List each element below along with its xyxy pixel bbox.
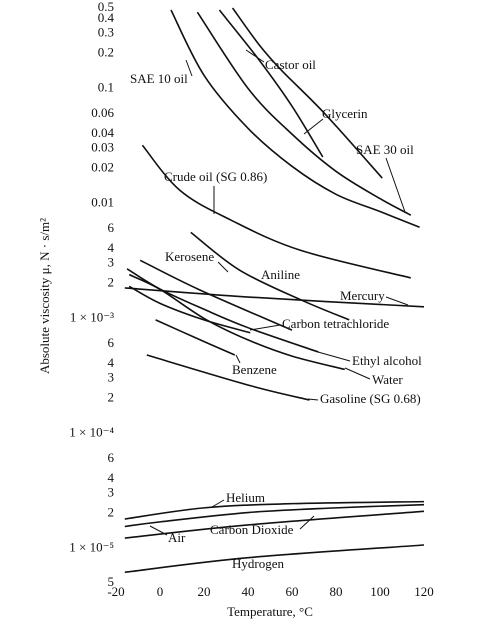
x-tick-label: 80: [330, 584, 343, 599]
leader-line: [303, 118, 324, 135]
y-tick-label: 0.3: [98, 24, 114, 39]
y-tick-label: 3: [108, 254, 115, 269]
x-tick-label: 40: [242, 584, 255, 599]
curve-label: Kerosene: [165, 249, 214, 264]
leader-line: [185, 59, 193, 77]
y-tick-label: 6: [108, 450, 115, 465]
x-tick-label: 0: [157, 584, 164, 599]
curve: [218, 9, 324, 158]
y-tick-label: 3: [108, 484, 115, 499]
leader-line: [385, 296, 409, 306]
curve-label: Aniline: [261, 267, 300, 282]
leader-line: [344, 367, 371, 380]
y-tick-label: 2: [108, 505, 115, 520]
curve: [128, 285, 251, 334]
leader-line: [235, 354, 241, 364]
curve-label: SAE 10 oil: [130, 71, 188, 86]
y-tick-label: 1 × 10⁻³: [70, 309, 114, 324]
y-tick-label: 0.02: [91, 160, 114, 175]
y-tick-label: 0.1: [98, 79, 114, 94]
leader-line: [249, 324, 281, 331]
curve-label: Gasoline (SG 0.68): [320, 391, 421, 406]
y-tick-label: 0.06: [91, 105, 114, 120]
curve-label: Ethyl alcohol: [352, 353, 422, 368]
x-tick-label: 120: [414, 584, 434, 599]
y-tick-label: 6: [108, 335, 115, 350]
curve: [190, 231, 350, 321]
x-tick-label: 60: [286, 584, 299, 599]
leader-line: [317, 351, 351, 362]
y-tick-label: 1 × 10⁻⁵: [69, 539, 114, 554]
curve-label: Benzene: [232, 362, 277, 377]
y-axis-label: Absolute viscosity μ, N · s/m²: [37, 218, 52, 374]
curve: [196, 11, 412, 216]
y-tick-label: 0.4: [98, 10, 115, 25]
curve-label: Castor oil: [265, 57, 316, 72]
leader-line: [299, 515, 315, 530]
curve-label: Carbon tetrachloride: [282, 316, 389, 331]
curve: [155, 319, 236, 356]
y-tick-label: 2: [108, 390, 115, 405]
x-axis-label: Temperature, °C: [227, 604, 313, 619]
curve: [124, 500, 425, 520]
curve-label: Carbon Dioxide: [210, 522, 294, 537]
y-tick-label: 2: [108, 275, 115, 290]
y-tick-label: 0.03: [91, 139, 114, 154]
x-tick-label: 100: [370, 584, 390, 599]
y-tick-label: 6: [108, 220, 115, 235]
y-tick-label: 0.04: [91, 125, 114, 140]
x-tick-label: -20: [107, 584, 124, 599]
y-tick-label: 0.5: [98, 0, 114, 14]
y-tick-label: 1 × 10⁻⁴: [69, 424, 114, 439]
curve: [124, 503, 425, 528]
y-tick-label: 4: [108, 240, 115, 255]
y-tick-label: 4: [108, 355, 115, 370]
curve-label: Hydrogen: [232, 556, 284, 571]
curve-label: Glycerin: [322, 106, 368, 121]
y-tick-label: 3: [108, 369, 115, 384]
y-tick-label: 4: [108, 470, 115, 485]
curve: [124, 544, 425, 574]
leader-line: [217, 261, 229, 273]
y-tick-label: 5: [108, 574, 115, 589]
y-tick-label: 0.01: [91, 194, 114, 209]
curve: [128, 273, 345, 371]
leader-line: [385, 157, 406, 213]
curve-label: Air: [168, 530, 186, 545]
curve: [170, 9, 420, 229]
curve: [141, 144, 411, 279]
curve-label: Crude oil (SG 0.86): [164, 169, 267, 184]
leader-line: [307, 398, 319, 401]
leader-line: [211, 499, 225, 508]
curve: [124, 287, 425, 308]
curve: [124, 510, 425, 539]
curve: [146, 354, 310, 401]
curve-label: Helium: [226, 490, 265, 505]
curve-label: SAE 30 oil: [356, 142, 414, 157]
curve-label: Water: [372, 372, 403, 387]
curve: [231, 7, 383, 179]
curve-label: Mercury: [340, 288, 385, 303]
x-tick-label: 20: [198, 584, 211, 599]
leader-line: [245, 49, 265, 63]
y-tick-label: 0.2: [98, 45, 114, 60]
curve: [139, 259, 293, 331]
